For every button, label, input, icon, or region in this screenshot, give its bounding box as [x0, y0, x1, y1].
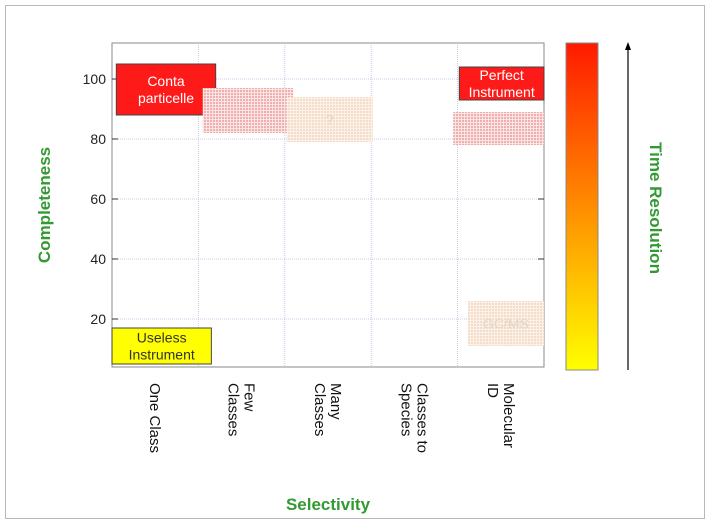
- x-axis-label: Selectivity: [286, 495, 371, 514]
- y-tick-label: 40: [90, 251, 106, 267]
- x-category-label-line: Classes: [311, 383, 328, 436]
- x-category-label-line: ID: [484, 383, 501, 398]
- y-tick-label: 100: [83, 71, 107, 87]
- region-mol: [453, 112, 544, 145]
- region-mid: [286, 97, 373, 142]
- x-category-label-line: Species: [397, 383, 414, 436]
- region-label-useless: Instrument: [129, 347, 195, 363]
- x-category-label-line: One Class: [146, 383, 163, 453]
- region-label-perfect: Perfect: [479, 67, 523, 83]
- region-conta: [115, 63, 217, 116]
- x-category-label-line: Few: [241, 383, 258, 412]
- region-label-conta: particelle: [138, 90, 194, 106]
- time-resolution-arrow-head: [625, 42, 631, 50]
- x-category-label: One Class: [146, 383, 163, 453]
- region-label-perfect: Instrument: [469, 84, 535, 100]
- chart-frame: [5, 5, 705, 519]
- time-resolution-gradient-bar: [565, 42, 599, 371]
- region-label-useless: Useless: [137, 330, 187, 346]
- time-resolution-label: Time Resolution: [646, 142, 665, 274]
- region-few: [202, 88, 294, 133]
- y-tick-label: 60: [90, 191, 106, 207]
- x-category-label-line: Many: [327, 383, 344, 420]
- region-gcms: [467, 301, 544, 346]
- y-tick-label: 80: [90, 131, 106, 147]
- x-category-label-line: Classes: [225, 383, 242, 436]
- region-label-conta: Conta: [147, 73, 185, 89]
- region-label-mid: ?: [326, 112, 334, 128]
- y-tick-label: 20: [90, 311, 106, 327]
- region-layer: Contaparticelle?PerfectInstrumentGC/MSUs…: [111, 63, 545, 365]
- y-axis-label: Completeness: [35, 147, 54, 263]
- region-perfect: [458, 66, 545, 101]
- x-category-label-line: Molecular: [500, 383, 517, 448]
- region-label-gcms: GC/MS: [483, 316, 529, 332]
- region-useless: [111, 327, 212, 365]
- y-tick-labels: 20 40 60 80 100: [83, 71, 107, 327]
- x-category-label-line: Classes to: [413, 383, 430, 453]
